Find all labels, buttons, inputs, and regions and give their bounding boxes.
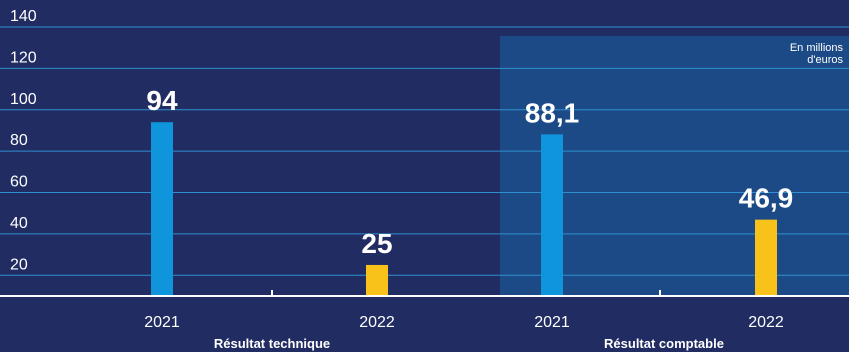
group-label: Résultat comptable — [604, 336, 724, 351]
bar[interactable] — [755, 220, 777, 296]
unit-note: En millions — [790, 42, 844, 54]
bar[interactable] — [151, 122, 173, 296]
bar-value-label: 25 — [361, 228, 392, 259]
unit-note: d'euros — [807, 54, 843, 66]
x-tick-label: 2022 — [748, 314, 784, 331]
y-tick-label: 120 — [10, 49, 37, 66]
bar[interactable] — [541, 134, 563, 296]
y-tick-label: 60 — [10, 174, 28, 191]
y-tick-label: 100 — [10, 91, 37, 108]
x-tick-label: 2022 — [359, 314, 395, 331]
bar-value-label: 94 — [146, 85, 178, 116]
x-tick-label: 2021 — [144, 314, 180, 331]
y-tick-label: 20 — [10, 256, 28, 273]
group-label: Résultat technique — [214, 336, 330, 351]
bar-value-label: 88,1 — [525, 97, 580, 128]
y-tick-label: 40 — [10, 215, 28, 232]
y-tick-label: 80 — [10, 132, 28, 149]
y-tick-label: 140 — [10, 8, 37, 25]
bar[interactable] — [366, 265, 388, 296]
bar-value-label: 46,9 — [739, 183, 794, 214]
x-tick-label: 2021 — [534, 314, 570, 331]
